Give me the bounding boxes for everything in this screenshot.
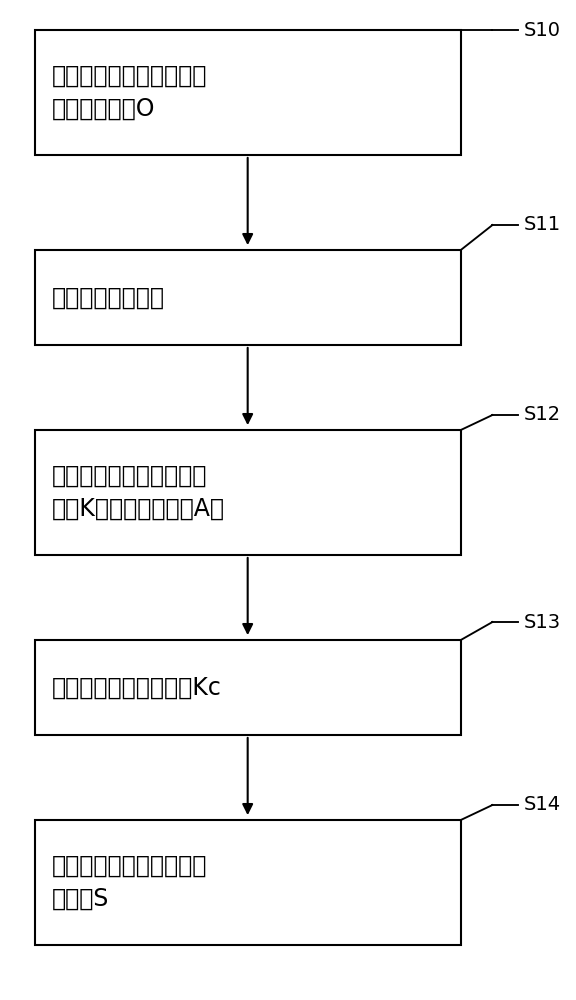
- Bar: [35, 430, 461, 555]
- Text: 计算泄漏系数，得到泄漏
矩阵K和自发荧光矩阵A。: 计算泄漏系数，得到泄漏 矩阵K和自发荧光矩阵A。: [52, 464, 225, 521]
- Text: S13: S13: [524, 612, 561, 632]
- Text: 上样测试混合小球: 上样测试混合小球: [52, 286, 165, 310]
- Bar: [35, 820, 461, 945]
- Text: S10: S10: [524, 20, 561, 39]
- Text: S12: S12: [524, 406, 561, 424]
- Text: 进行多色分析实验，得到
原始输出结果O: 进行多色分析实验，得到 原始输出结果O: [52, 64, 207, 121]
- Text: 根据补偿公式计算得到真
实结果S: 根据补偿公式计算得到真 实结果S: [52, 854, 207, 911]
- Bar: [35, 640, 461, 735]
- Text: S14: S14: [524, 796, 561, 814]
- Text: 计算得到荧光补偿矩阵Kc: 计算得到荧光补偿矩阵Kc: [52, 676, 222, 700]
- Text: S11: S11: [524, 216, 561, 234]
- Bar: [35, 250, 461, 345]
- Bar: [35, 30, 461, 155]
